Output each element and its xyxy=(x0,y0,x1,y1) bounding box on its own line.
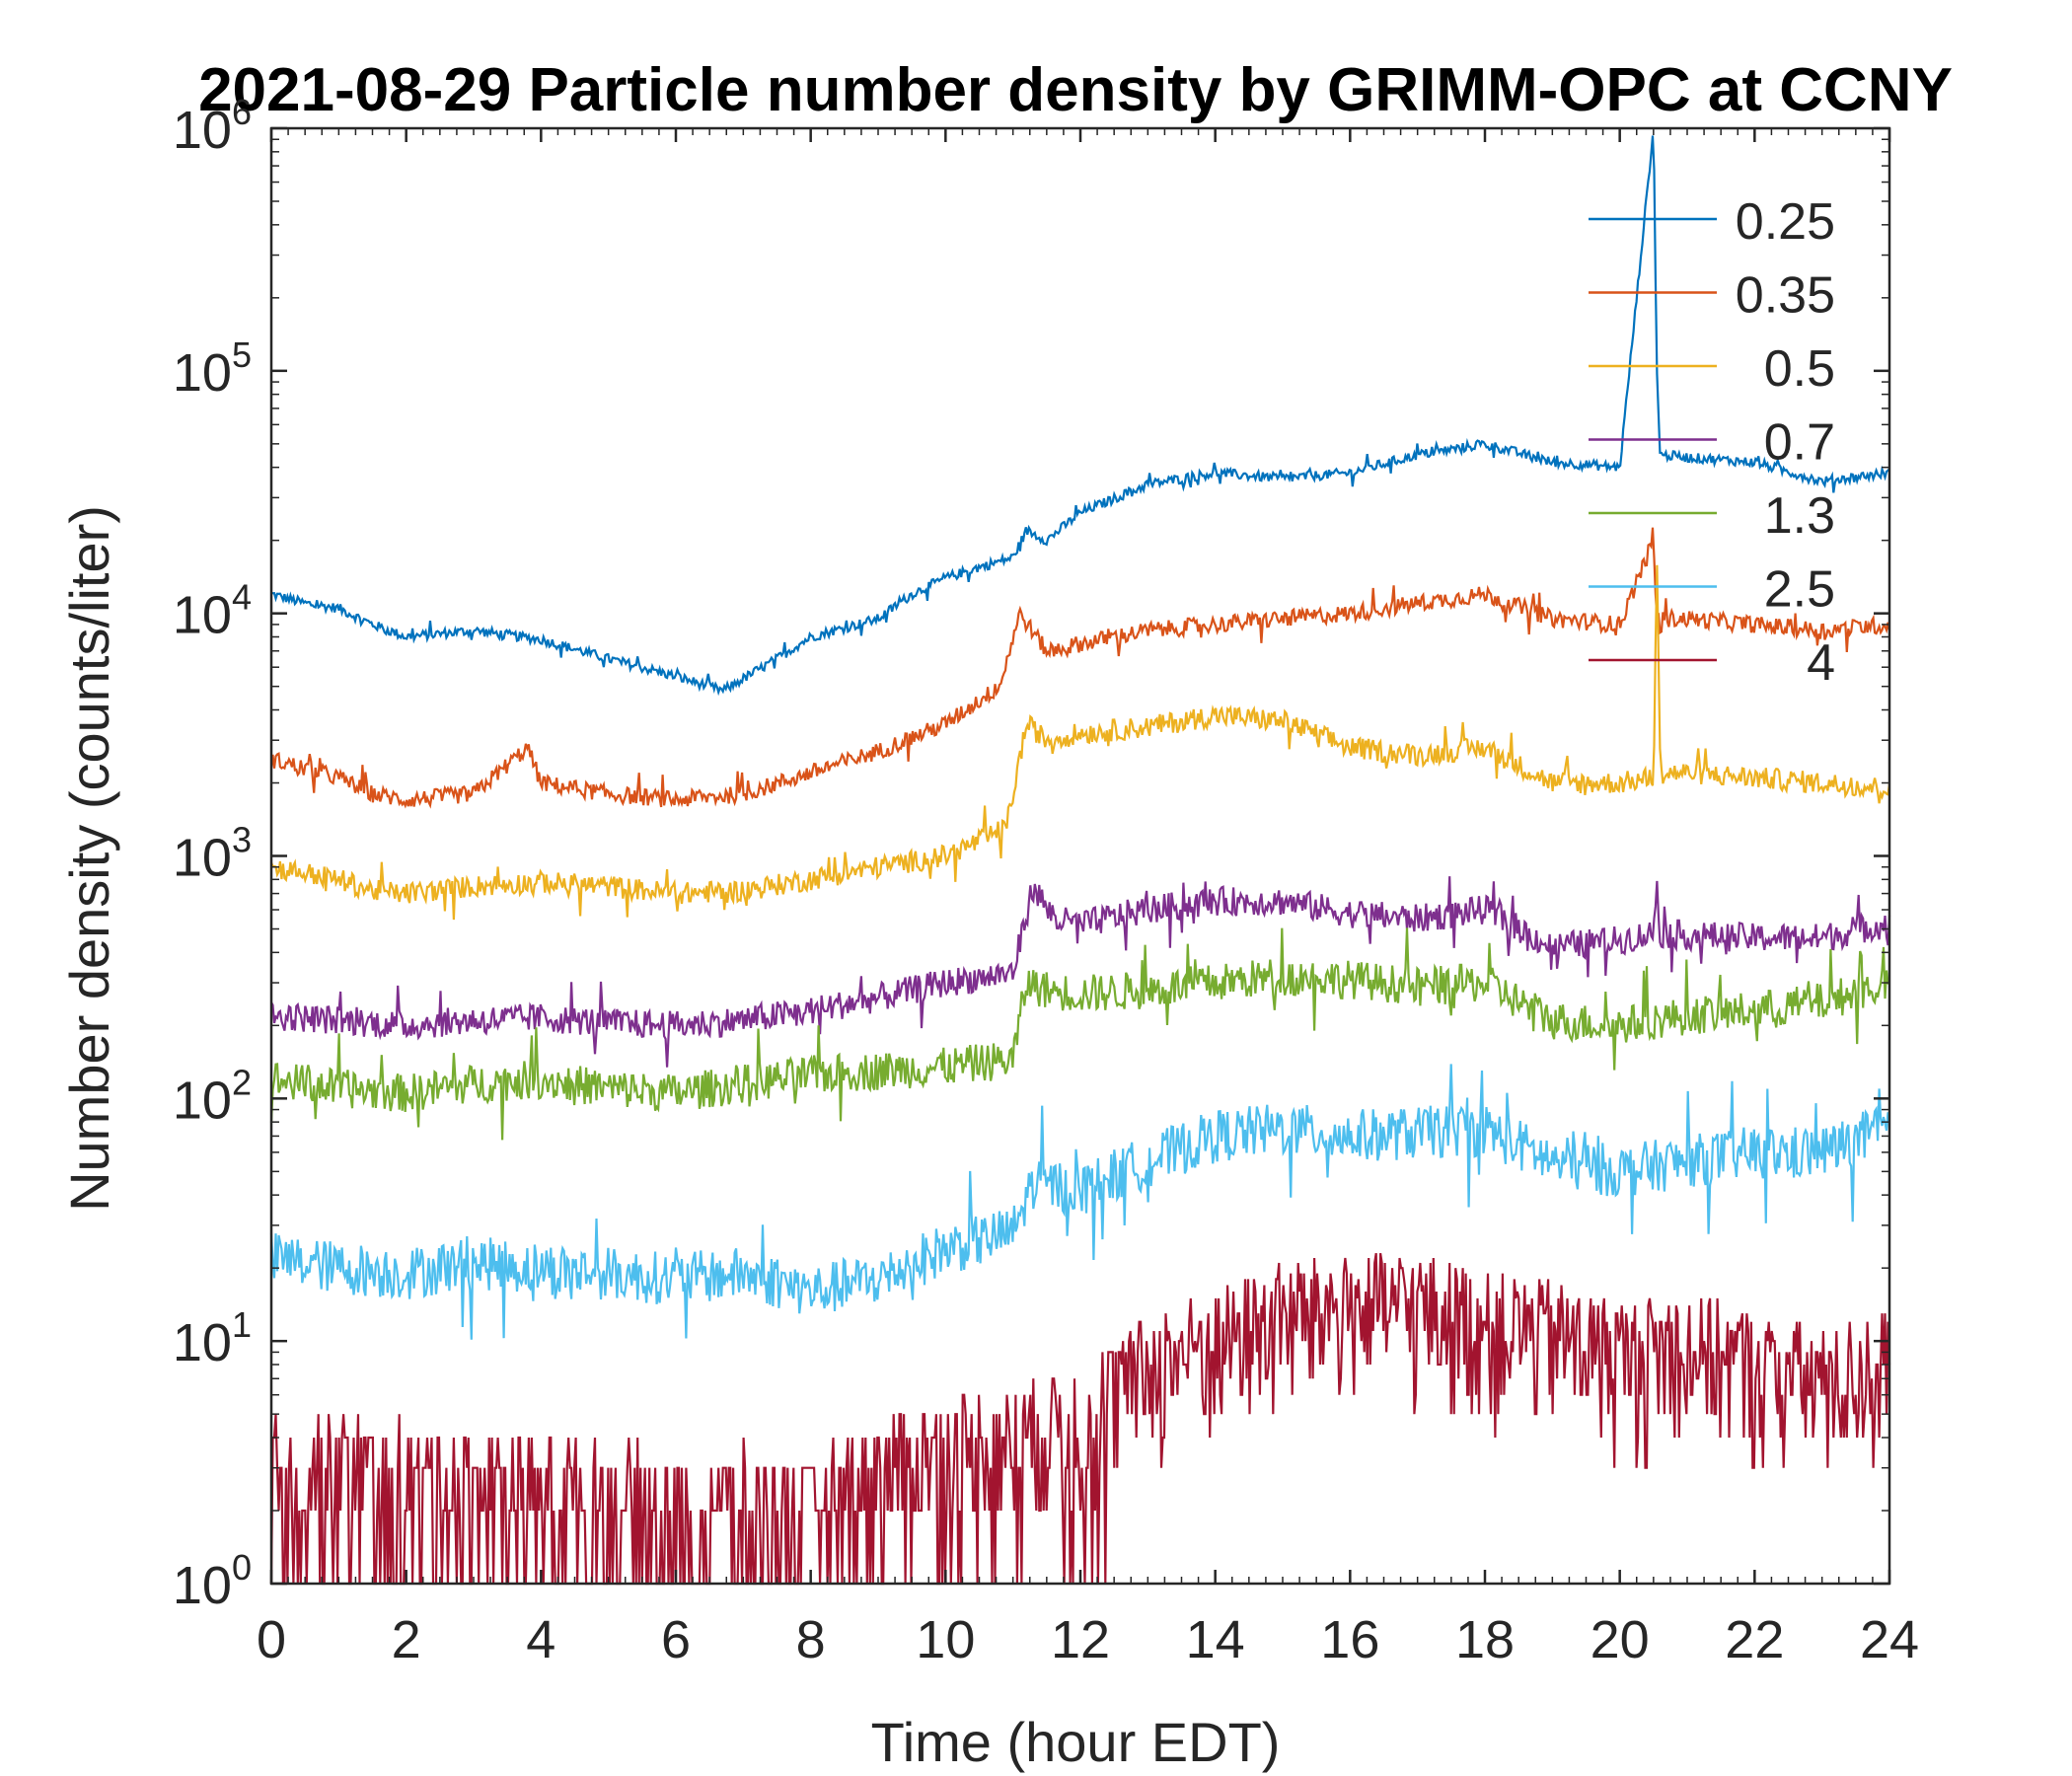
x-tick-label: 22 xyxy=(1725,1610,1784,1669)
x-axis-label: Time (hour EDT) xyxy=(871,1711,1281,1773)
legend-label: 2.5 xyxy=(1764,561,1835,619)
series-line-0.5 xyxy=(269,564,1891,921)
legend-item-1.3: 1.3 xyxy=(1589,487,1835,545)
y-tick-label: 104 xyxy=(173,577,252,645)
legend-label: 1.3 xyxy=(1764,487,1835,545)
y-axis-label: Number density (counts/liter) xyxy=(58,505,120,1212)
x-tick-label: 4 xyxy=(526,1610,555,1669)
legend-item-0.7: 0.7 xyxy=(1589,414,1835,472)
legend-label: 0.35 xyxy=(1736,267,1835,325)
series-line-0.25 xyxy=(270,135,1890,697)
x-tick-label: 12 xyxy=(1051,1610,1110,1669)
legend-label: 0.5 xyxy=(1764,340,1835,398)
series-0.25 xyxy=(270,135,1890,697)
series-line-4 xyxy=(269,1253,1891,1586)
x-tick-label: 16 xyxy=(1320,1610,1379,1669)
series-line-1.3 xyxy=(269,927,1890,1141)
x-tick-label: 6 xyxy=(661,1610,691,1669)
x-tick-label: 8 xyxy=(796,1610,826,1669)
x-tick-label: 18 xyxy=(1455,1610,1515,1669)
x-tick-label: 14 xyxy=(1186,1610,1245,1669)
series-4 xyxy=(269,1253,1891,1586)
series-layer xyxy=(269,135,1891,1586)
legend-item-4: 4 xyxy=(1589,634,1835,692)
x-tick-label: 20 xyxy=(1591,1610,1650,1669)
legend-item-0.25: 0.25 xyxy=(1589,193,1835,251)
x-tick-label: 2 xyxy=(392,1610,421,1669)
series-line-0.7 xyxy=(270,876,1891,1068)
y-tick-label: 102 xyxy=(173,1062,252,1130)
y-tick-label: 101 xyxy=(173,1304,252,1372)
legend-label: 0.25 xyxy=(1736,193,1835,251)
y-tick-label: 103 xyxy=(173,820,252,888)
legend-label: 4 xyxy=(1807,634,1835,692)
legend-label: 0.7 xyxy=(1764,414,1835,472)
legend: 0.25 0.35 0.5 0.7 1.3 2.5 4 xyxy=(1589,193,1835,692)
x-tick-label: 24 xyxy=(1860,1610,1919,1669)
x-tick-label: 0 xyxy=(257,1610,286,1669)
legend-item-0.35: 0.35 xyxy=(1589,267,1835,325)
x-tick-label: 10 xyxy=(916,1610,975,1669)
series-2.5 xyxy=(269,1064,1891,1340)
series-1.3 xyxy=(269,927,1890,1141)
series-line-2.5 xyxy=(269,1064,1891,1340)
legend-item-0.5: 0.5 xyxy=(1589,340,1835,398)
chart-title: 2021-08-29 Particle number density by GR… xyxy=(198,56,1953,124)
y-tick-label: 105 xyxy=(173,334,252,403)
y-tick-label: 100 xyxy=(173,1547,252,1615)
legend-item-2.5: 2.5 xyxy=(1589,561,1835,619)
series-0.35 xyxy=(269,527,1891,809)
axes-layer: 0 2 4 6 8 10 12 14 16 18 20 22 241001011021031041051… xyxy=(173,92,1919,1669)
series-0.5 xyxy=(269,564,1891,921)
series-line-0.35 xyxy=(269,527,1891,809)
y-tick-label: 106 xyxy=(173,92,252,160)
series-0.7 xyxy=(270,876,1891,1068)
